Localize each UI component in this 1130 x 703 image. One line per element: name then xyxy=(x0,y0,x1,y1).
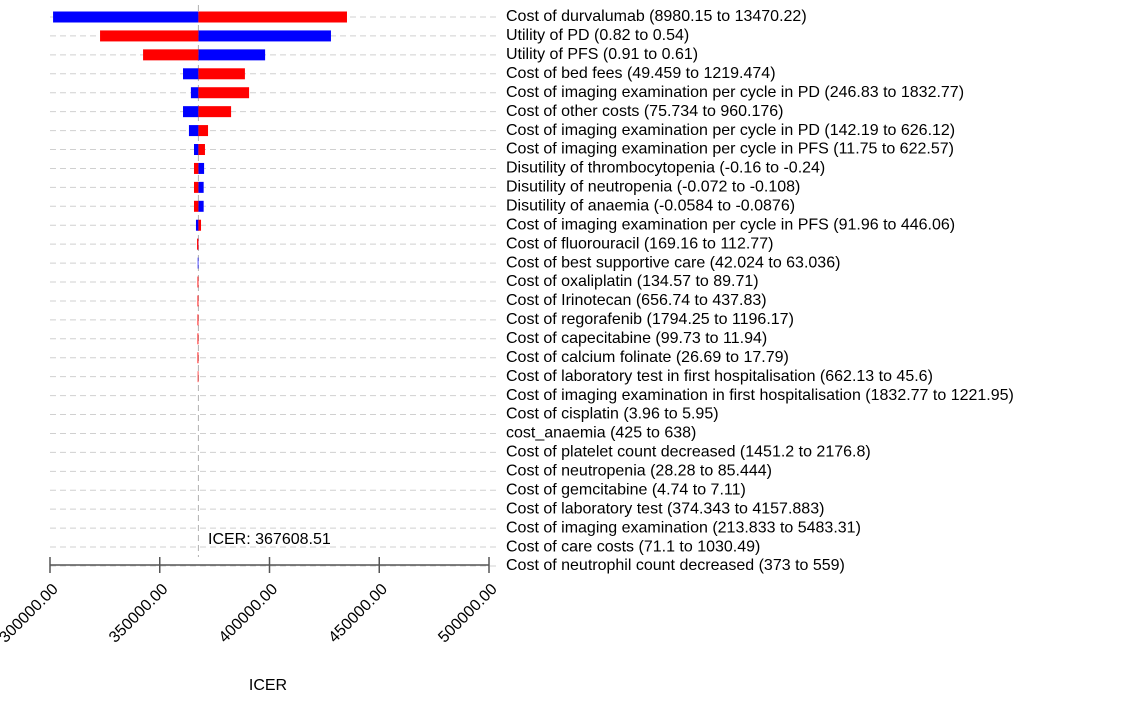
category-label: Disutility of anaemia (-0.0584 to -0.087… xyxy=(506,198,795,215)
bar xyxy=(193,181,199,193)
category-label: Cost of oxaliplatin (134.57 to 89.71) xyxy=(506,273,759,290)
bar xyxy=(195,219,199,231)
bar xyxy=(193,162,199,174)
category-label: Cost of platelet count decreased (1451.2… xyxy=(506,444,871,461)
category-label: cost_anaemia (425 to 638) xyxy=(506,425,696,442)
bar xyxy=(198,11,347,23)
x-tick-label: 400000.00 xyxy=(216,581,282,647)
bar xyxy=(197,371,199,383)
bar xyxy=(188,125,199,137)
x-tick-label: 500000.00 xyxy=(435,581,501,647)
category-label: Cost of bed fees (49.459 to 1219.474) xyxy=(506,65,776,82)
bar xyxy=(198,68,245,80)
category-label: Cost of capecitabine (99.73 to 11.94) xyxy=(506,330,767,347)
category-label: Cost of imaging examination per cycle in… xyxy=(506,122,955,139)
bar xyxy=(183,68,199,80)
bar xyxy=(197,295,199,307)
category-label: Cost of gemcitabine (4.74 to 7.11) xyxy=(506,481,746,498)
category-label: Disutility of neutropenia (-0.072 to -0.… xyxy=(506,179,800,196)
category-label: Cost of regorafenib (1794.25 to 1196.17) xyxy=(506,311,794,328)
category-label: Cost of cisplatin (3.96 to 5.95) xyxy=(506,406,719,423)
bar xyxy=(197,238,199,250)
category-label: Cost of calcium folinate (26.69 to 17.79… xyxy=(506,349,789,366)
x-tick-label: 300000.00 xyxy=(0,581,62,647)
bar xyxy=(198,144,205,156)
bar xyxy=(197,276,199,288)
category-label: Cost of care costs (71.1 to 1030.49) xyxy=(506,538,760,555)
category-label: Cost of fluorouracil (169.16 to 112.77) xyxy=(506,235,773,252)
bar xyxy=(198,125,209,137)
category-label: Cost of other costs (75.734 to 960.176) xyxy=(506,103,784,120)
bar xyxy=(193,144,199,156)
category-label: Cost of imaging examination in first hos… xyxy=(506,387,1014,404)
category-label: Utility of PFS (0.91 to 0.61) xyxy=(506,46,698,63)
bar xyxy=(198,181,204,193)
x-tick-label: 450000.00 xyxy=(326,581,392,647)
category-label: Cost of imaging examination (213.833 to … xyxy=(506,519,861,536)
bar xyxy=(197,352,199,364)
category-label: Cost of neutrophil count decreased (373 … xyxy=(506,557,845,574)
bar xyxy=(198,106,232,118)
bar xyxy=(197,333,199,345)
bar xyxy=(197,257,199,269)
category-label: Cost of Irinotecan (656.74 to 437.83) xyxy=(506,292,767,309)
bar xyxy=(100,30,199,42)
bar xyxy=(198,200,204,212)
category-label: Cost of best supportive care (42.024 to … xyxy=(506,254,840,271)
category-label: Cost of neutropenia (28.28 to 85.444) xyxy=(506,463,772,480)
category-label: Cost of laboratory test (374.343 to 4157… xyxy=(506,500,824,517)
category-label: Utility of PD (0.82 to 0.54) xyxy=(506,27,689,44)
category-label: Disutility of thrombocytopenia (-0.16 to… xyxy=(506,160,825,177)
bar xyxy=(198,49,266,61)
bar xyxy=(190,87,199,99)
bar xyxy=(198,87,250,99)
bar xyxy=(183,106,199,118)
category-label: Cost of imaging examination per cycle in… xyxy=(506,216,955,233)
category-label: Cost of laboratory test in first hospita… xyxy=(506,368,933,385)
bar xyxy=(193,200,199,212)
bar xyxy=(198,162,205,174)
category-label: Cost of durvalumab (8980.15 to 13470.22) xyxy=(506,8,807,25)
category-label: Cost of imaging examination per cycle in… xyxy=(506,84,964,101)
bar xyxy=(143,49,199,61)
bar xyxy=(198,30,331,42)
bar xyxy=(53,11,199,23)
bar xyxy=(198,219,202,231)
bar xyxy=(197,314,199,326)
x-tick-label: 350000.00 xyxy=(106,581,172,647)
annotation: ICER: 367608.51 xyxy=(208,531,331,548)
category-label: Cost of imaging examination per cycle in… xyxy=(506,141,954,158)
x-axis-label: ICER xyxy=(249,677,287,694)
